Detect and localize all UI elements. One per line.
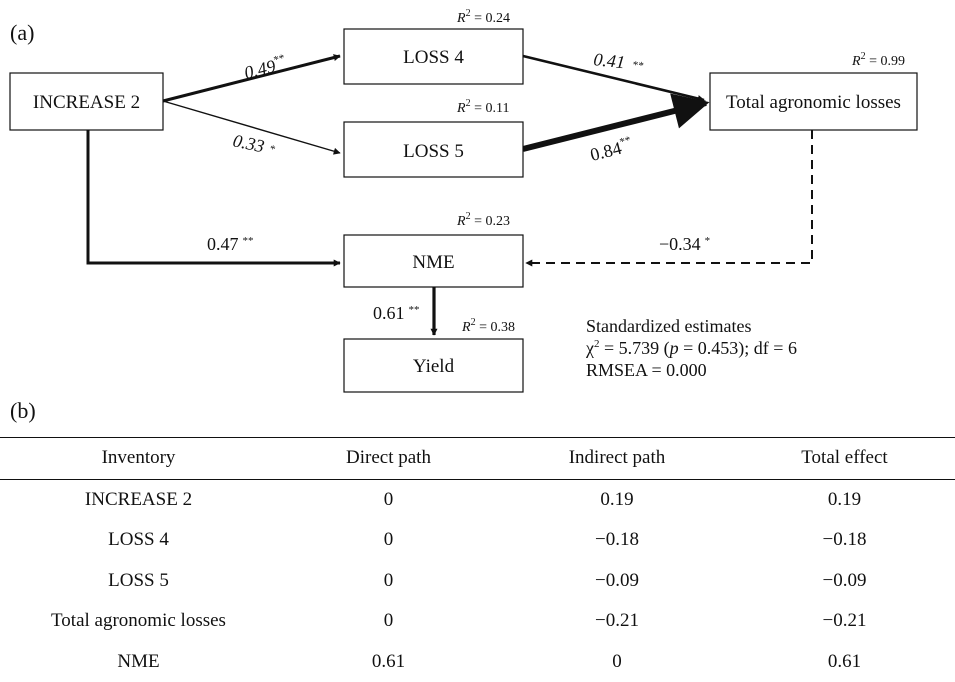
node-loss5: LOSS 5 R2 = 0.11	[344, 98, 523, 177]
coef-total-nme: −0.34*	[659, 234, 710, 254]
path-diagram: (a) INCREASE 2 LOSS 4 R2 = 0.24 LOSS 5 R…	[0, 0, 955, 437]
cell-indirect: 0	[500, 642, 734, 682]
svg-text:Total agronomic losses: Total agronomic losses	[726, 92, 901, 113]
cell-direct: 0	[277, 520, 500, 561]
table-row: INCREASE 2 0 0.19 0.19	[0, 479, 955, 520]
cell-indirect: −0.21	[500, 601, 734, 642]
header-indirect-path: Indirect path	[500, 438, 734, 480]
header-inventory: Inventory	[0, 438, 277, 480]
cell-total: −0.21	[734, 601, 955, 642]
cell-direct: 0	[277, 479, 500, 520]
cell-direct: 0	[277, 601, 500, 642]
r2-total: R2 = 0.99	[851, 51, 905, 69]
svg-text:NME: NME	[412, 252, 454, 273]
table-row: Total agronomic losses 0 −0.21 −0.21	[0, 601, 955, 642]
r2-loss5: R2 = 0.11	[456, 98, 509, 116]
svg-text:Yield: Yield	[413, 356, 455, 377]
header-direct-path: Direct path	[277, 438, 500, 480]
fit-note-line1: Standardized estimates	[586, 316, 751, 336]
svg-text:LOSS 5: LOSS 5	[403, 141, 464, 162]
table-row: LOSS 5 0 −0.09 −0.09	[0, 561, 955, 602]
coef-increase2-loss5: 0.33*	[231, 130, 277, 159]
r2-yield: R2 = 0.38	[461, 317, 515, 335]
coef-increase2-loss4: 0.49**	[242, 52, 288, 83]
cell-total: 0.61	[734, 642, 955, 682]
cell-indirect: −0.18	[500, 520, 734, 561]
cell-inventory: INCREASE 2	[0, 479, 277, 520]
cell-indirect: 0.19	[500, 479, 734, 520]
header-total-effect: Total effect	[734, 438, 955, 480]
cell-total: 0.19	[734, 479, 955, 520]
cell-inventory: LOSS 4	[0, 520, 277, 561]
cell-inventory: LOSS 5	[0, 561, 277, 602]
panel-b-label: (b)	[10, 398, 36, 423]
effects-table: Inventory Direct path Indirect path Tota…	[0, 437, 955, 682]
cell-indirect: −0.09	[500, 561, 734, 602]
coef-loss4-total: 0.41**	[593, 49, 645, 74]
coef-nme-yield: 0.61**	[373, 303, 420, 323]
node-increase2: INCREASE 2	[10, 73, 163, 130]
cell-total: −0.09	[734, 561, 955, 602]
node-nme: NME R2 = 0.23	[344, 211, 523, 287]
svg-text:INCREASE 2: INCREASE 2	[33, 92, 140, 113]
fit-note-line3: RMSEA = 0.000	[586, 360, 707, 380]
node-total-agronomic-losses: Total agronomic losses R2 = 0.99	[710, 51, 917, 130]
cell-total: −0.18	[734, 520, 955, 561]
coef-increase2-nme: 0.47**	[207, 234, 254, 254]
panel-a-label: (a)	[10, 20, 34, 45]
node-loss4: LOSS 4 R2 = 0.24	[344, 8, 523, 84]
r2-loss4: R2 = 0.24	[456, 8, 510, 26]
cell-direct: 0	[277, 561, 500, 602]
r2-nme: R2 = 0.23	[456, 211, 510, 229]
cell-direct: 0.61	[277, 642, 500, 682]
table-header-row: Inventory Direct path Indirect path Tota…	[0, 438, 955, 480]
svg-text:LOSS 4: LOSS 4	[403, 47, 464, 68]
table-row: NME 0.61 0 0.61	[0, 642, 955, 682]
coef-loss5-total: 0.84**	[588, 134, 634, 165]
fit-note-line2: χ2 = 5.739 (p = 0.453); df = 6	[585, 338, 797, 359]
cell-inventory: Total agronomic losses	[0, 601, 277, 642]
cell-inventory: NME	[0, 642, 277, 682]
table-row: LOSS 4 0 −0.18 −0.18	[0, 520, 955, 561]
